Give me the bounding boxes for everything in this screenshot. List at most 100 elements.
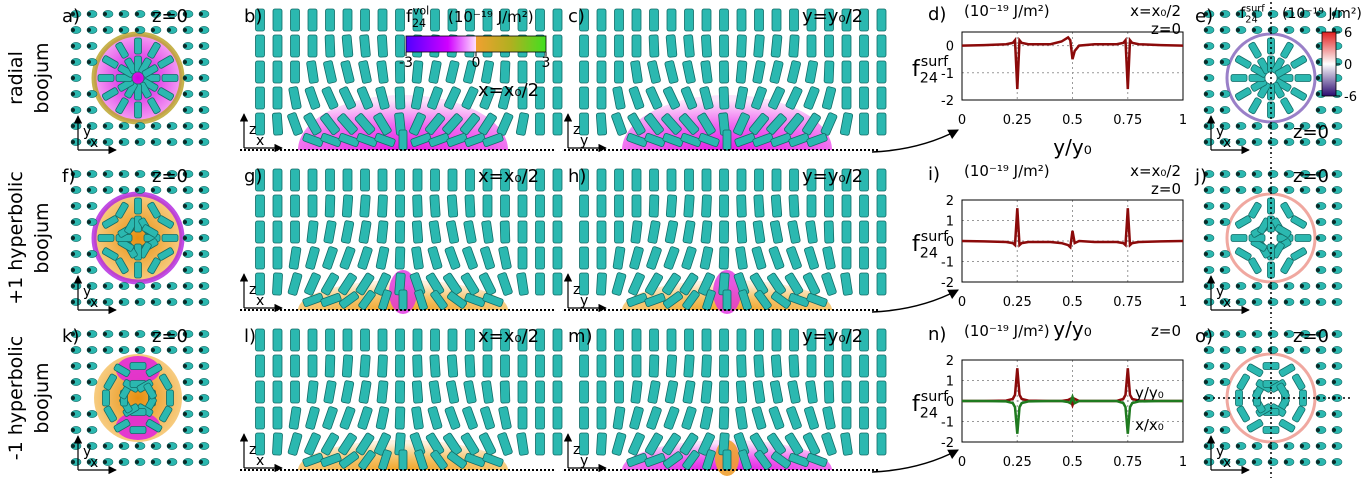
director-rod — [1235, 247, 1252, 261]
director-tip — [1220, 332, 1224, 336]
director-tip — [71, 396, 75, 400]
director-rod — [737, 9, 746, 31]
director-rod — [518, 381, 527, 403]
director-tip — [1204, 204, 1208, 208]
x-tick-label: 0.25 — [1003, 455, 1032, 470]
director-tip — [1252, 172, 1256, 176]
director-tip — [1332, 300, 1336, 304]
director-tip — [1220, 28, 1224, 32]
x-tick-label: 0.25 — [1003, 295, 1032, 310]
director-tip — [1252, 348, 1256, 352]
director-rod — [1280, 42, 1294, 59]
director-tip — [1204, 460, 1208, 464]
director-rod — [536, 381, 545, 403]
director-tip — [135, 444, 139, 448]
director-rod — [358, 60, 371, 83]
director-rod — [291, 221, 300, 243]
director-rod — [289, 246, 301, 269]
director-rod — [465, 355, 475, 377]
axis-letter: x — [90, 135, 98, 151]
director-rod — [162, 75, 178, 82]
director-rod — [597, 221, 606, 243]
director-tip — [1316, 188, 1320, 192]
director-tip — [1316, 444, 1320, 448]
colorbar-label-sup: surf — [1246, 3, 1265, 14]
director-rod — [273, 9, 282, 31]
director-rod — [615, 35, 624, 57]
director-rod — [737, 35, 747, 57]
director-rod — [842, 381, 851, 403]
director-rod — [553, 273, 562, 295]
director-rod — [580, 61, 589, 83]
director-tip — [87, 220, 91, 224]
director-rod — [700, 406, 713, 429]
director-tip — [87, 28, 91, 32]
director-rod — [723, 130, 731, 150]
panel-letter: k) — [62, 326, 79, 347]
director-rod — [553, 169, 562, 191]
director-tip — [199, 44, 203, 48]
director-tip — [183, 348, 187, 352]
y-axis-label-sup: surf — [921, 389, 949, 405]
colorbar-label-sup: vol — [413, 4, 429, 17]
director-rod — [305, 406, 320, 430]
director-rod — [378, 9, 387, 31]
director-tip — [1332, 428, 1336, 432]
director-rod — [256, 355, 265, 377]
director-tip — [183, 236, 187, 240]
director-tip — [71, 460, 75, 464]
director-tip — [1252, 300, 1256, 304]
director-tip — [199, 380, 203, 384]
director-rod — [307, 381, 319, 404]
director-rod — [787, 60, 801, 83]
director-rod — [500, 221, 510, 243]
director-rod — [326, 329, 335, 351]
colorbar-units: (10⁻¹⁹ J/m²) — [1282, 6, 1362, 22]
director-tip — [87, 412, 91, 416]
director-tip — [1332, 332, 1336, 336]
plane-label: x=x₀/2 — [478, 80, 539, 101]
director-tip — [1220, 268, 1224, 272]
director-tip — [151, 124, 155, 128]
director-rod — [860, 87, 869, 109]
director-rod — [256, 221, 265, 243]
director-rod — [326, 169, 335, 191]
director-tip — [1252, 332, 1256, 336]
director-rod — [681, 246, 696, 270]
director-rod — [822, 406, 835, 429]
director-rod — [1278, 419, 1295, 433]
director-tip — [119, 284, 123, 288]
director-rod — [788, 380, 801, 403]
director-rod — [518, 195, 527, 217]
colorbar — [1322, 32, 1336, 96]
director-rod — [377, 61, 389, 84]
director-rod — [256, 329, 265, 351]
director-rod — [685, 9, 694, 31]
director-rod — [167, 390, 174, 406]
director-tip — [1316, 76, 1320, 80]
director-rod — [466, 329, 475, 351]
director-tip — [151, 348, 155, 352]
director-rod — [395, 355, 404, 377]
director-tip — [199, 236, 203, 240]
director-rod — [305, 246, 320, 270]
director-tip — [183, 460, 187, 464]
director-rod — [430, 355, 440, 378]
director-rod — [771, 355, 782, 378]
director-tip — [199, 60, 203, 64]
director-tip — [1220, 348, 1224, 352]
director-rod — [431, 329, 440, 351]
director-rod — [789, 195, 799, 217]
director-rod — [323, 60, 337, 83]
director-rod — [272, 273, 282, 295]
director-rod — [646, 246, 662, 270]
director-rod — [1292, 373, 1306, 390]
panel-letter: i) — [928, 164, 940, 185]
director-tip — [87, 44, 91, 48]
director-rod — [647, 60, 661, 83]
director-rod — [632, 195, 641, 217]
director-tip — [87, 364, 91, 368]
director-rod — [428, 246, 443, 270]
y-tick-label: -2 — [941, 436, 954, 451]
row-label: +1 hyperbolic — [5, 171, 27, 305]
